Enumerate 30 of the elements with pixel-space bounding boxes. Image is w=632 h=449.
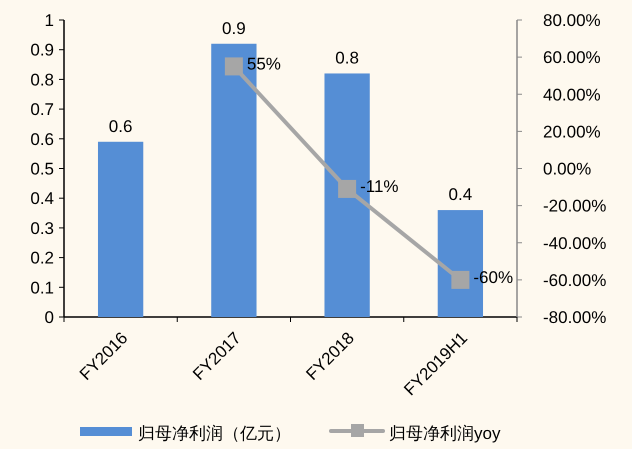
bar xyxy=(98,142,144,317)
legend-label: 归母净利润（亿元） xyxy=(138,424,291,443)
y2-tick-label: 20.00% xyxy=(543,122,601,142)
y-tick-label: 0 xyxy=(44,308,54,327)
data-label: 0.8 xyxy=(335,48,359,68)
y2-tick-label: 0.00% xyxy=(543,160,592,178)
y-tick-label: 0.1 xyxy=(30,278,54,298)
y2-tick-label: 60.00% xyxy=(543,48,601,68)
y2-tick-label: -60.00% xyxy=(543,270,606,290)
point xyxy=(224,57,243,76)
legend-label: 归母净利润yoy xyxy=(389,424,501,443)
y-tick-label: 0.9 xyxy=(30,40,54,60)
data-label: 0.6 xyxy=(108,116,132,136)
y-tick-label: 0.7 xyxy=(30,100,54,120)
y2-tick-label: -40.00% xyxy=(543,234,606,253)
data-label: 0.4 xyxy=(448,185,472,204)
y-tick-label: 0.5 xyxy=(30,160,54,178)
y2-tick-label: -20.00% xyxy=(543,196,606,216)
y-tick-label: 0.4 xyxy=(30,189,54,208)
point xyxy=(338,180,356,198)
y-tick-label: 0.6 xyxy=(30,130,54,149)
point xyxy=(451,270,470,289)
y2-tick-label: 80.00% xyxy=(543,11,601,30)
y-tick-label: 0.2 xyxy=(30,248,54,268)
y-tick-label: 1 xyxy=(44,11,54,30)
data-label: 0.9 xyxy=(222,18,246,38)
y2-tick-label: -80.00% xyxy=(543,308,606,327)
y2-tick-label: 40.00% xyxy=(543,85,601,104)
y-tick-label: 0.3 xyxy=(30,218,54,238)
y-tick-label: 0.8 xyxy=(30,70,54,90)
